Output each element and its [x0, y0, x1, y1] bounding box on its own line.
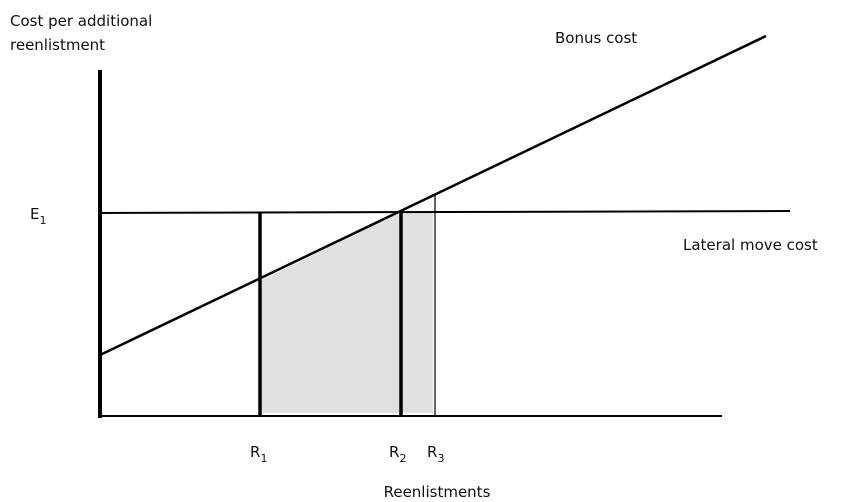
r-main: R — [389, 443, 399, 461]
lateral-move-line — [99, 210, 791, 214]
bonus-cost-line — [99, 34, 767, 357]
r1-label: R1 — [250, 443, 267, 465]
r-sub: 1 — [260, 452, 267, 465]
r-sub: 3 — [437, 452, 444, 465]
x-axis-label: Reenlistments — [384, 483, 491, 501]
e-sub: 1 — [39, 214, 46, 227]
e-label: E1 — [30, 205, 46, 227]
lateral-label: Lateral move cost — [683, 236, 818, 254]
y-axis-label: Cost per additional — [10, 12, 152, 30]
r2-label: R2 — [389, 443, 406, 465]
e-main: E — [30, 205, 39, 223]
bonus-label: Bonus cost — [555, 29, 637, 47]
r3-label: R3 — [427, 443, 444, 465]
shaded-area — [260, 212, 433, 413]
r-sub: 2 — [399, 452, 406, 465]
y-axis-label: reenlistment — [10, 36, 105, 54]
r-main: R — [427, 443, 437, 461]
r-main: R — [250, 443, 260, 461]
